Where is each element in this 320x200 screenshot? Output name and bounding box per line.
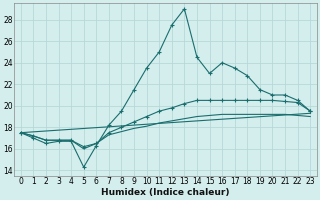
X-axis label: Humidex (Indice chaleur): Humidex (Indice chaleur) [101, 188, 230, 197]
